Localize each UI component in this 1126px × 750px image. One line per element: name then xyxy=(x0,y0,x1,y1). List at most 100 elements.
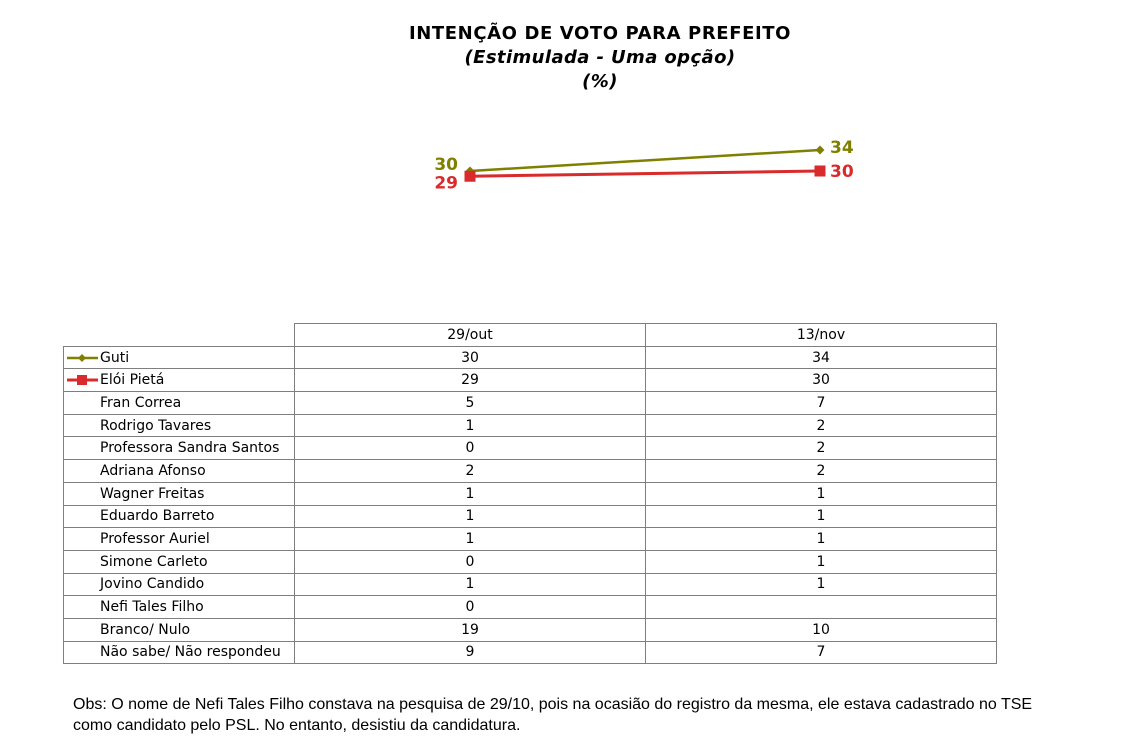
column-header-2: 13/nov xyxy=(645,323,997,347)
table-row: Professor Auriel 1 1 xyxy=(63,527,997,551)
value-cell: 1 xyxy=(645,549,997,574)
value-cell: 1 xyxy=(645,504,997,529)
value-cell: 5 xyxy=(294,391,646,415)
row-label: Nefi Tales Filho xyxy=(100,599,204,616)
row-label: Rodrigo Tavares xyxy=(100,417,212,434)
data-label: 30 xyxy=(434,155,458,175)
value-cell: 2 xyxy=(645,413,997,438)
value-cell: 0 xyxy=(294,595,646,619)
table-row: Wagner Freitas 1 1 xyxy=(63,481,997,506)
table-row: Jovino Candido 1 1 xyxy=(63,572,997,597)
row-label-cell: Elói Pietá xyxy=(63,368,295,393)
row-label: Fran Correa xyxy=(100,394,182,411)
chart-title-block: INTENÇÃO DE VOTO PARA PREFEITO (Estimula… xyxy=(0,22,1126,94)
series-line-2 xyxy=(469,169,821,178)
legend-key-spacer xyxy=(64,529,100,549)
value-cell: 7 xyxy=(645,391,997,415)
legend-key-spacer xyxy=(64,461,100,481)
series-line-1 xyxy=(469,148,821,173)
value-cell: 10 xyxy=(645,617,997,642)
data-label: 34 xyxy=(830,138,854,158)
row-label-cell: Simone Carleto xyxy=(63,549,295,574)
value-cell: 0 xyxy=(294,549,646,574)
value-cell: 30 xyxy=(294,345,646,370)
table-corner xyxy=(63,323,295,347)
row-label: Simone Carleto xyxy=(100,553,208,570)
value-cell: 30 xyxy=(645,368,997,393)
legend-key-spacer xyxy=(64,597,100,617)
legend-key-spacer xyxy=(64,574,100,594)
value-cell: 34 xyxy=(645,345,997,370)
table-row: Simone Carleto 0 1 xyxy=(63,549,997,574)
table-row: Guti 30 34 xyxy=(63,345,997,370)
column-header-1: 29/out xyxy=(294,323,646,347)
data-point-marker xyxy=(815,145,825,155)
legend-key-spacer xyxy=(64,416,100,436)
value-cell: 7 xyxy=(645,640,997,665)
row-label-cell: Eduardo Barreto xyxy=(63,504,295,529)
value-cell: 1 xyxy=(294,504,646,529)
row-label-cell: Nefi Tales Filho xyxy=(63,595,295,619)
row-label-cell: Rodrigo Tavares xyxy=(63,413,295,438)
table-row: Professora Sandra Santos 0 2 xyxy=(63,436,997,461)
value-cell: 2 xyxy=(294,459,646,483)
legend-key-spacer xyxy=(64,484,100,504)
table-row: Nefi Tales Filho 0 xyxy=(63,595,997,619)
row-label-cell: Jovino Candido xyxy=(63,572,295,597)
table-row: Elói Pietá 29 30 xyxy=(63,368,997,393)
value-cell: 1 xyxy=(645,527,997,551)
data-table: 29/out 13/nov Guti 30 34 Elói Pietá 29 30 Fran… xyxy=(63,323,997,665)
row-label: Guti xyxy=(100,349,130,366)
legend-key-spacer xyxy=(64,552,100,572)
value-cell: 1 xyxy=(645,481,997,506)
legend-key-spacer xyxy=(64,620,100,640)
row-label: Professor Auriel xyxy=(100,531,210,548)
legend-key-spacer xyxy=(64,642,100,662)
observation-note: Obs: O nome de Nefi Tales Filho constava… xyxy=(73,696,1033,734)
table-row: Eduardo Barreto 1 1 xyxy=(63,504,997,529)
chart-title: INTENÇÃO DE VOTO PARA PREFEITO xyxy=(408,23,792,44)
data-label: 30 xyxy=(830,162,854,182)
table-row: Rodrigo Tavares 1 2 xyxy=(63,413,997,438)
value-cell: 19 xyxy=(294,617,646,642)
row-label-cell: Branco/ Nulo xyxy=(63,617,295,642)
row-label: Professora Sandra Santos xyxy=(100,440,280,457)
row-label: Wagner Freitas xyxy=(100,485,205,502)
data-point-marker xyxy=(464,170,476,182)
row-label: Branco/ Nulo xyxy=(100,621,191,638)
row-label-cell: Não sabe/ Não respondeu xyxy=(63,640,295,665)
value-cell xyxy=(645,595,997,619)
table-header-row: 29/out 13/nov xyxy=(63,323,997,347)
data-label: 29 xyxy=(434,173,458,193)
row-label-cell: Professora Sandra Santos xyxy=(63,436,295,461)
chart-subtitle: (Estimulada - Uma opção) xyxy=(464,47,736,68)
legend-key-spacer xyxy=(64,506,100,526)
table-row: Branco/ Nulo 19 10 xyxy=(63,617,997,642)
legend-key-diamond-icon xyxy=(67,353,98,362)
value-cell: 1 xyxy=(294,572,646,597)
value-cell: 2 xyxy=(645,459,997,483)
row-label-cell: Adriana Afonso xyxy=(63,459,295,483)
row-label: Elói Pietá xyxy=(100,372,165,389)
chart-unit: (%) xyxy=(582,71,618,92)
row-label-cell: Fran Correa xyxy=(63,391,295,415)
value-cell: 0 xyxy=(294,436,646,461)
row-label: Jovino Candido xyxy=(100,576,205,593)
value-cell: 29 xyxy=(294,368,646,393)
legend-key-square-icon xyxy=(67,375,98,386)
row-label: Eduardo Barreto xyxy=(100,508,215,525)
data-point-marker xyxy=(814,165,826,177)
value-cell: 9 xyxy=(294,640,646,665)
value-cell: 1 xyxy=(294,481,646,506)
table-row: Adriana Afonso 2 2 xyxy=(63,459,997,483)
legend-key-spacer xyxy=(64,438,100,458)
table-row: Fran Correa 5 7 xyxy=(63,391,997,415)
value-cell: 1 xyxy=(294,527,646,551)
value-cell: 1 xyxy=(645,572,997,597)
legend-key-spacer xyxy=(64,393,100,413)
row-label-cell: Wagner Freitas xyxy=(63,481,295,506)
row-label: Adriana Afonso xyxy=(100,462,206,479)
value-cell: 1 xyxy=(294,413,646,438)
table-row: Não sabe/ Não respondeu 9 7 xyxy=(63,640,997,665)
